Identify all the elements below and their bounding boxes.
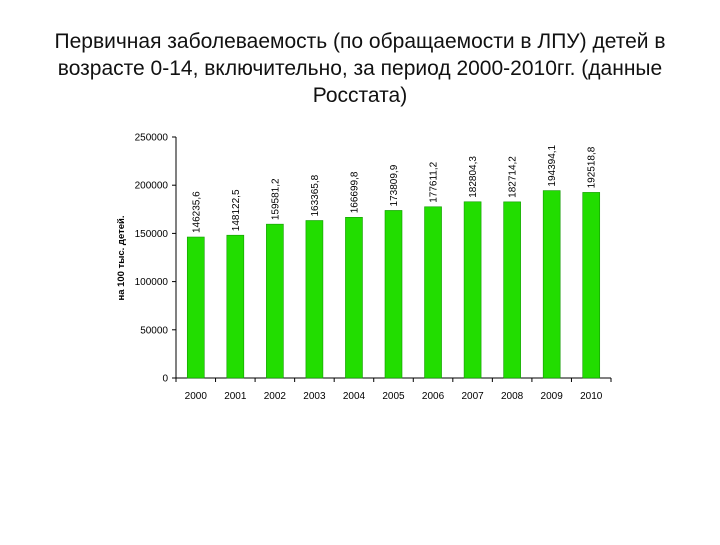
y-tick-label: 50000: [140, 325, 168, 336]
y-tick-label: 250000: [135, 133, 169, 144]
bar-value-label: 163365,8: [310, 174, 321, 216]
bar: [582, 192, 601, 379]
x-tick-label: 2003: [303, 391, 326, 402]
x-tick-label: 2004: [343, 391, 366, 402]
x-tick-label: 2002: [264, 391, 287, 402]
slide-title: Первичная заболеваемость (по обращаемост…: [54, 30, 666, 107]
y-axis-title: на 100 тыс. детей.: [116, 215, 127, 300]
bar-value-label: 177611,2: [429, 161, 440, 202]
y-tick-label: 0: [162, 374, 168, 385]
bar: [226, 234, 245, 379]
x-tick-label: 2005: [382, 391, 405, 402]
x-tick-label: 2007: [461, 391, 484, 402]
bar-value-label: 182714,2: [508, 156, 519, 198]
bar-value-label: 148122,5: [231, 189, 242, 231]
bar-value-label: 194394,1: [547, 144, 558, 186]
bar: [266, 223, 284, 379]
bar-value-label: 166699,8: [349, 171, 360, 213]
bar: [503, 201, 521, 379]
x-tick-label: 2000: [185, 391, 208, 402]
bar-value-labels: 146235,6 148122,5 159581,2 163365,8 166699,8…: [191, 144, 597, 233]
x-axis: 2000 2001 2002 2003 2004 2005 2006 2007 2008 2009…: [175, 377, 612, 402]
bars: [186, 190, 601, 379]
bar: [305, 220, 324, 379]
x-tick-label: 2010: [580, 391, 603, 402]
x-tick-label: 2006: [422, 391, 445, 402]
bar: [345, 217, 363, 379]
bar-value-label: 192518,8: [587, 146, 598, 188]
y-tick-label: 200000: [135, 181, 169, 192]
x-tick-label: 2008: [501, 391, 524, 402]
bar: [186, 236, 205, 379]
bar: [384, 210, 403, 379]
bar: [463, 201, 482, 379]
x-tick-label: 2001: [224, 391, 247, 402]
bar: [542, 190, 561, 379]
y-axis: 0 50000 100000 150000 200000 250000: [135, 133, 177, 385]
bar-value-label: 146235,6: [191, 191, 202, 233]
bar-value-label: 159581,2: [270, 178, 281, 220]
y-tick-label: 100000: [135, 277, 169, 288]
bar: [424, 206, 442, 379]
bar-value-label: 182804,3: [468, 156, 479, 198]
y-tick-label: 150000: [135, 229, 169, 240]
x-tick-label: 2009: [541, 391, 564, 402]
bar-value-label: 173809,9: [389, 164, 400, 206]
